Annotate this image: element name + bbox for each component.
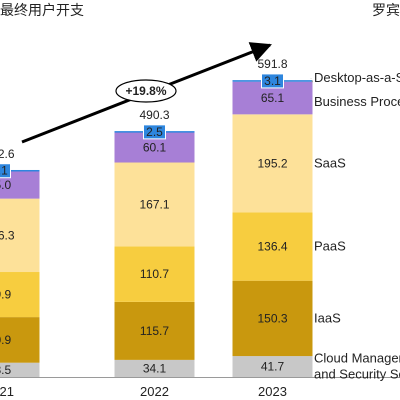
bar-segment-iaas-2022	[114, 301, 195, 360]
data-label-cloud-management-and-security-services-2021: 28.5	[0, 363, 12, 377]
bar-segment-cloud-management-and-security-services-2023	[232, 356, 313, 377]
x-tick-label-2021: 2021	[0, 384, 14, 399]
data-label-saas-2022: 167.1	[139, 197, 169, 211]
growth-badge	[115, 79, 177, 103]
legend-label-cloud-management-and-security-services-2: and Security Se	[314, 367, 400, 382]
bar-segment-saas-2022	[114, 162, 195, 247]
data-label-saas-2023: 195.2	[257, 156, 287, 170]
data-label-desktop-as-a-service-2022: 2.5	[146, 125, 163, 139]
bar-segment-cloud-management-and-security-services-2021	[0, 362, 40, 377]
data-label-box-2023	[261, 73, 284, 89]
data-label-cloud-management-and-security-services-2023: 41.7	[261, 360, 285, 374]
data-label-box-2022	[143, 124, 166, 140]
data-label-saas-2021: 146.3	[0, 228, 15, 242]
data-label-paas-2022: 110.7	[140, 267, 169, 281]
data-label-box-2021	[0, 163, 11, 179]
data-label-business-process-2022: 60.1	[143, 140, 167, 154]
legend-label-business-process: Business Proces	[314, 94, 400, 109]
legend-label-desktop-as-a-service: Desktop-as-a-S	[314, 70, 400, 85]
x-tick-label-2022: 2022	[140, 384, 169, 399]
data-label-paas-2023: 136.4	[257, 239, 287, 253]
bar-segment-desktop-as-a-service-2021	[0, 169, 40, 172]
data-label-desktop-as-a-service-2021: 2.1	[0, 164, 8, 178]
bar-segment-saas-2023	[232, 114, 313, 213]
total-label-2023: 591.8	[257, 57, 287, 71]
data-label-iaas-2022: 115.7	[140, 324, 169, 338]
bar-segment-cloud-management-and-security-services-2022	[114, 359, 195, 377]
bar-segment-saas-2021	[0, 198, 40, 273]
data-label-business-process-2021: 55.0	[0, 178, 12, 192]
data-label-iaas-2023: 150.3	[257, 311, 287, 325]
total-label-2021: 412.6	[0, 147, 15, 161]
bar-segment-iaas-2021	[0, 317, 40, 363]
data-label-paas-2021: 89.9	[0, 288, 12, 302]
x-tick-label-2023: 2023	[258, 384, 287, 399]
data-label-desktop-as-a-service-2023: 3.1	[264, 74, 281, 88]
data-label-iaas-2021: 90.9	[0, 333, 12, 347]
chart-title: 最终用户开支	[0, 3, 84, 19]
legend-label-iaas: IaaS	[314, 310, 341, 325]
data-label-business-process-2023: 65.1	[261, 91, 285, 105]
bar-segment-paas-2021	[0, 272, 40, 318]
bar-segment-paas-2023	[232, 212, 313, 281]
legend-label-saas: SaaS	[314, 155, 346, 170]
legend-label-cloud-management-and-security-services-1: Cloud Managem	[314, 351, 400, 366]
growth-label: +19.8%	[125, 84, 166, 98]
data-label-cloud-management-and-security-services-2022: 34.1	[143, 361, 167, 375]
legend-leader-desktop-as-a-service	[310, 77, 313, 83]
total-label-2022: 490.3	[139, 108, 169, 122]
bar-segment-iaas-2023	[232, 280, 313, 357]
bar-segment-paas-2022	[114, 246, 195, 302]
source-label: 罗宾	[372, 3, 400, 19]
legend-label-paas: PaaS	[314, 238, 346, 253]
